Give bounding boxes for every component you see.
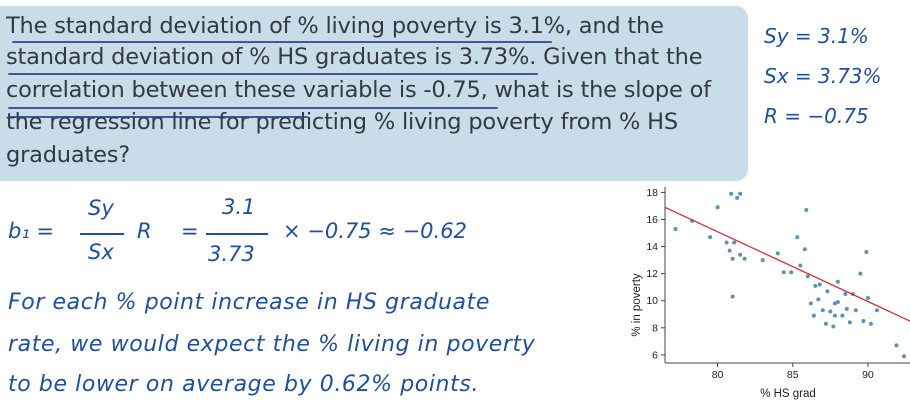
fraction-bar-sd xyxy=(80,233,124,235)
data-point xyxy=(864,249,869,254)
formula-sx: Sx xyxy=(88,240,114,264)
question-line-1: The standard deviation of % living pover… xyxy=(6,13,664,39)
data-point xyxy=(832,313,837,318)
data-point xyxy=(844,306,849,311)
y-tick-label: 6 xyxy=(652,349,658,361)
data-point xyxy=(840,313,845,318)
data-point xyxy=(847,320,852,325)
data-point xyxy=(729,191,734,196)
data-point xyxy=(831,324,836,329)
data-point xyxy=(781,270,786,275)
data-point xyxy=(789,270,794,275)
conclusion-line-3: to be lower on average by 0.62% points. xyxy=(8,372,479,397)
y-tick-label: 16 xyxy=(646,214,658,226)
data-point xyxy=(901,354,906,359)
fraction-bar-values xyxy=(206,233,268,235)
scatter-plot: % in poverty % HS grad 6 8 10 12 14 16 18 80 85 9… xyxy=(622,183,910,407)
formula-r: R xyxy=(137,219,152,243)
note-sx: Sx = 3.73% xyxy=(764,64,882,88)
x-axis-title: % HS grad xyxy=(760,388,816,400)
question-line-2: standard deviation of % HS graduates is … xyxy=(6,44,703,70)
data-point xyxy=(760,258,765,263)
data-point xyxy=(808,301,813,306)
x-tick-label: 80 xyxy=(712,369,724,381)
formula-sy: Sy xyxy=(88,196,114,220)
data-point xyxy=(813,283,818,288)
conclusion-line-1: For each % point increase in HS graduate xyxy=(8,290,490,315)
data-point xyxy=(858,271,863,276)
data-point xyxy=(738,252,743,257)
data-point xyxy=(724,240,729,245)
data-point xyxy=(708,235,713,240)
regression-line xyxy=(664,206,910,322)
x-tick-label: 85 xyxy=(787,369,799,381)
data-point xyxy=(804,208,809,213)
formula-result: × −0.75 ≈ −0.62 xyxy=(283,219,467,243)
scatter-plot-svg: % in poverty % HS grad 6 8 10 12 14 16 18 80 85 9… xyxy=(631,187,910,400)
data-point xyxy=(835,300,840,305)
data-point xyxy=(732,240,737,245)
highlight-underline xyxy=(8,116,308,118)
data-point xyxy=(673,226,678,231)
data-point xyxy=(730,256,735,261)
data-point xyxy=(832,301,837,306)
question-line-4: the regression line for predicting % liv… xyxy=(6,109,678,135)
data-point xyxy=(730,294,735,299)
data-point xyxy=(742,256,747,261)
data-point xyxy=(816,297,821,302)
data-point xyxy=(805,274,810,279)
data-point xyxy=(865,296,870,301)
data-point xyxy=(874,308,879,313)
conclusion-line-2: rate, we would expect the % living in po… xyxy=(8,332,536,357)
formula-denominator: 3.73 xyxy=(208,242,255,266)
formula-numerator: 3.1 xyxy=(222,195,256,219)
formula-b1: b₁ = xyxy=(8,219,55,243)
highlight-underline xyxy=(8,107,498,109)
y-tick-label: 8 xyxy=(652,322,658,334)
data-point xyxy=(820,308,825,313)
y-tick-label: 10 xyxy=(646,295,658,307)
note-sy: Sy = 3.1% xyxy=(764,24,869,48)
data-point xyxy=(738,191,743,196)
data-point xyxy=(775,251,780,256)
data-point xyxy=(835,279,840,284)
question-box xyxy=(0,6,748,181)
note-r: R = −0.75 xyxy=(764,104,869,128)
data-point xyxy=(868,321,873,326)
y-tick-label: 18 xyxy=(646,187,658,199)
data-point xyxy=(735,195,740,200)
y-tick-label: 12 xyxy=(646,268,658,280)
data-point xyxy=(828,309,833,314)
data-point xyxy=(811,313,816,318)
formula-equals: = xyxy=(181,219,199,243)
data-point xyxy=(727,248,732,253)
data-point xyxy=(843,291,848,296)
y-axis-title: % in poverty xyxy=(631,273,643,337)
data-point xyxy=(853,308,858,313)
data-point xyxy=(825,289,830,294)
data-point xyxy=(861,319,866,324)
question-line-3: correlation between these variable is -0… xyxy=(6,77,711,103)
data-point xyxy=(795,235,800,240)
data-point xyxy=(802,247,807,252)
highlight-underline xyxy=(8,73,538,75)
data-point xyxy=(798,263,803,268)
data-point xyxy=(817,282,822,287)
y-tick-label: 14 xyxy=(646,241,658,253)
data-point xyxy=(894,343,899,348)
x-tick-label: 90 xyxy=(862,369,874,381)
data-point xyxy=(715,205,720,210)
data-point xyxy=(823,321,828,326)
highlight-underline xyxy=(12,41,552,43)
question-line-5: graduates? xyxy=(6,142,130,168)
